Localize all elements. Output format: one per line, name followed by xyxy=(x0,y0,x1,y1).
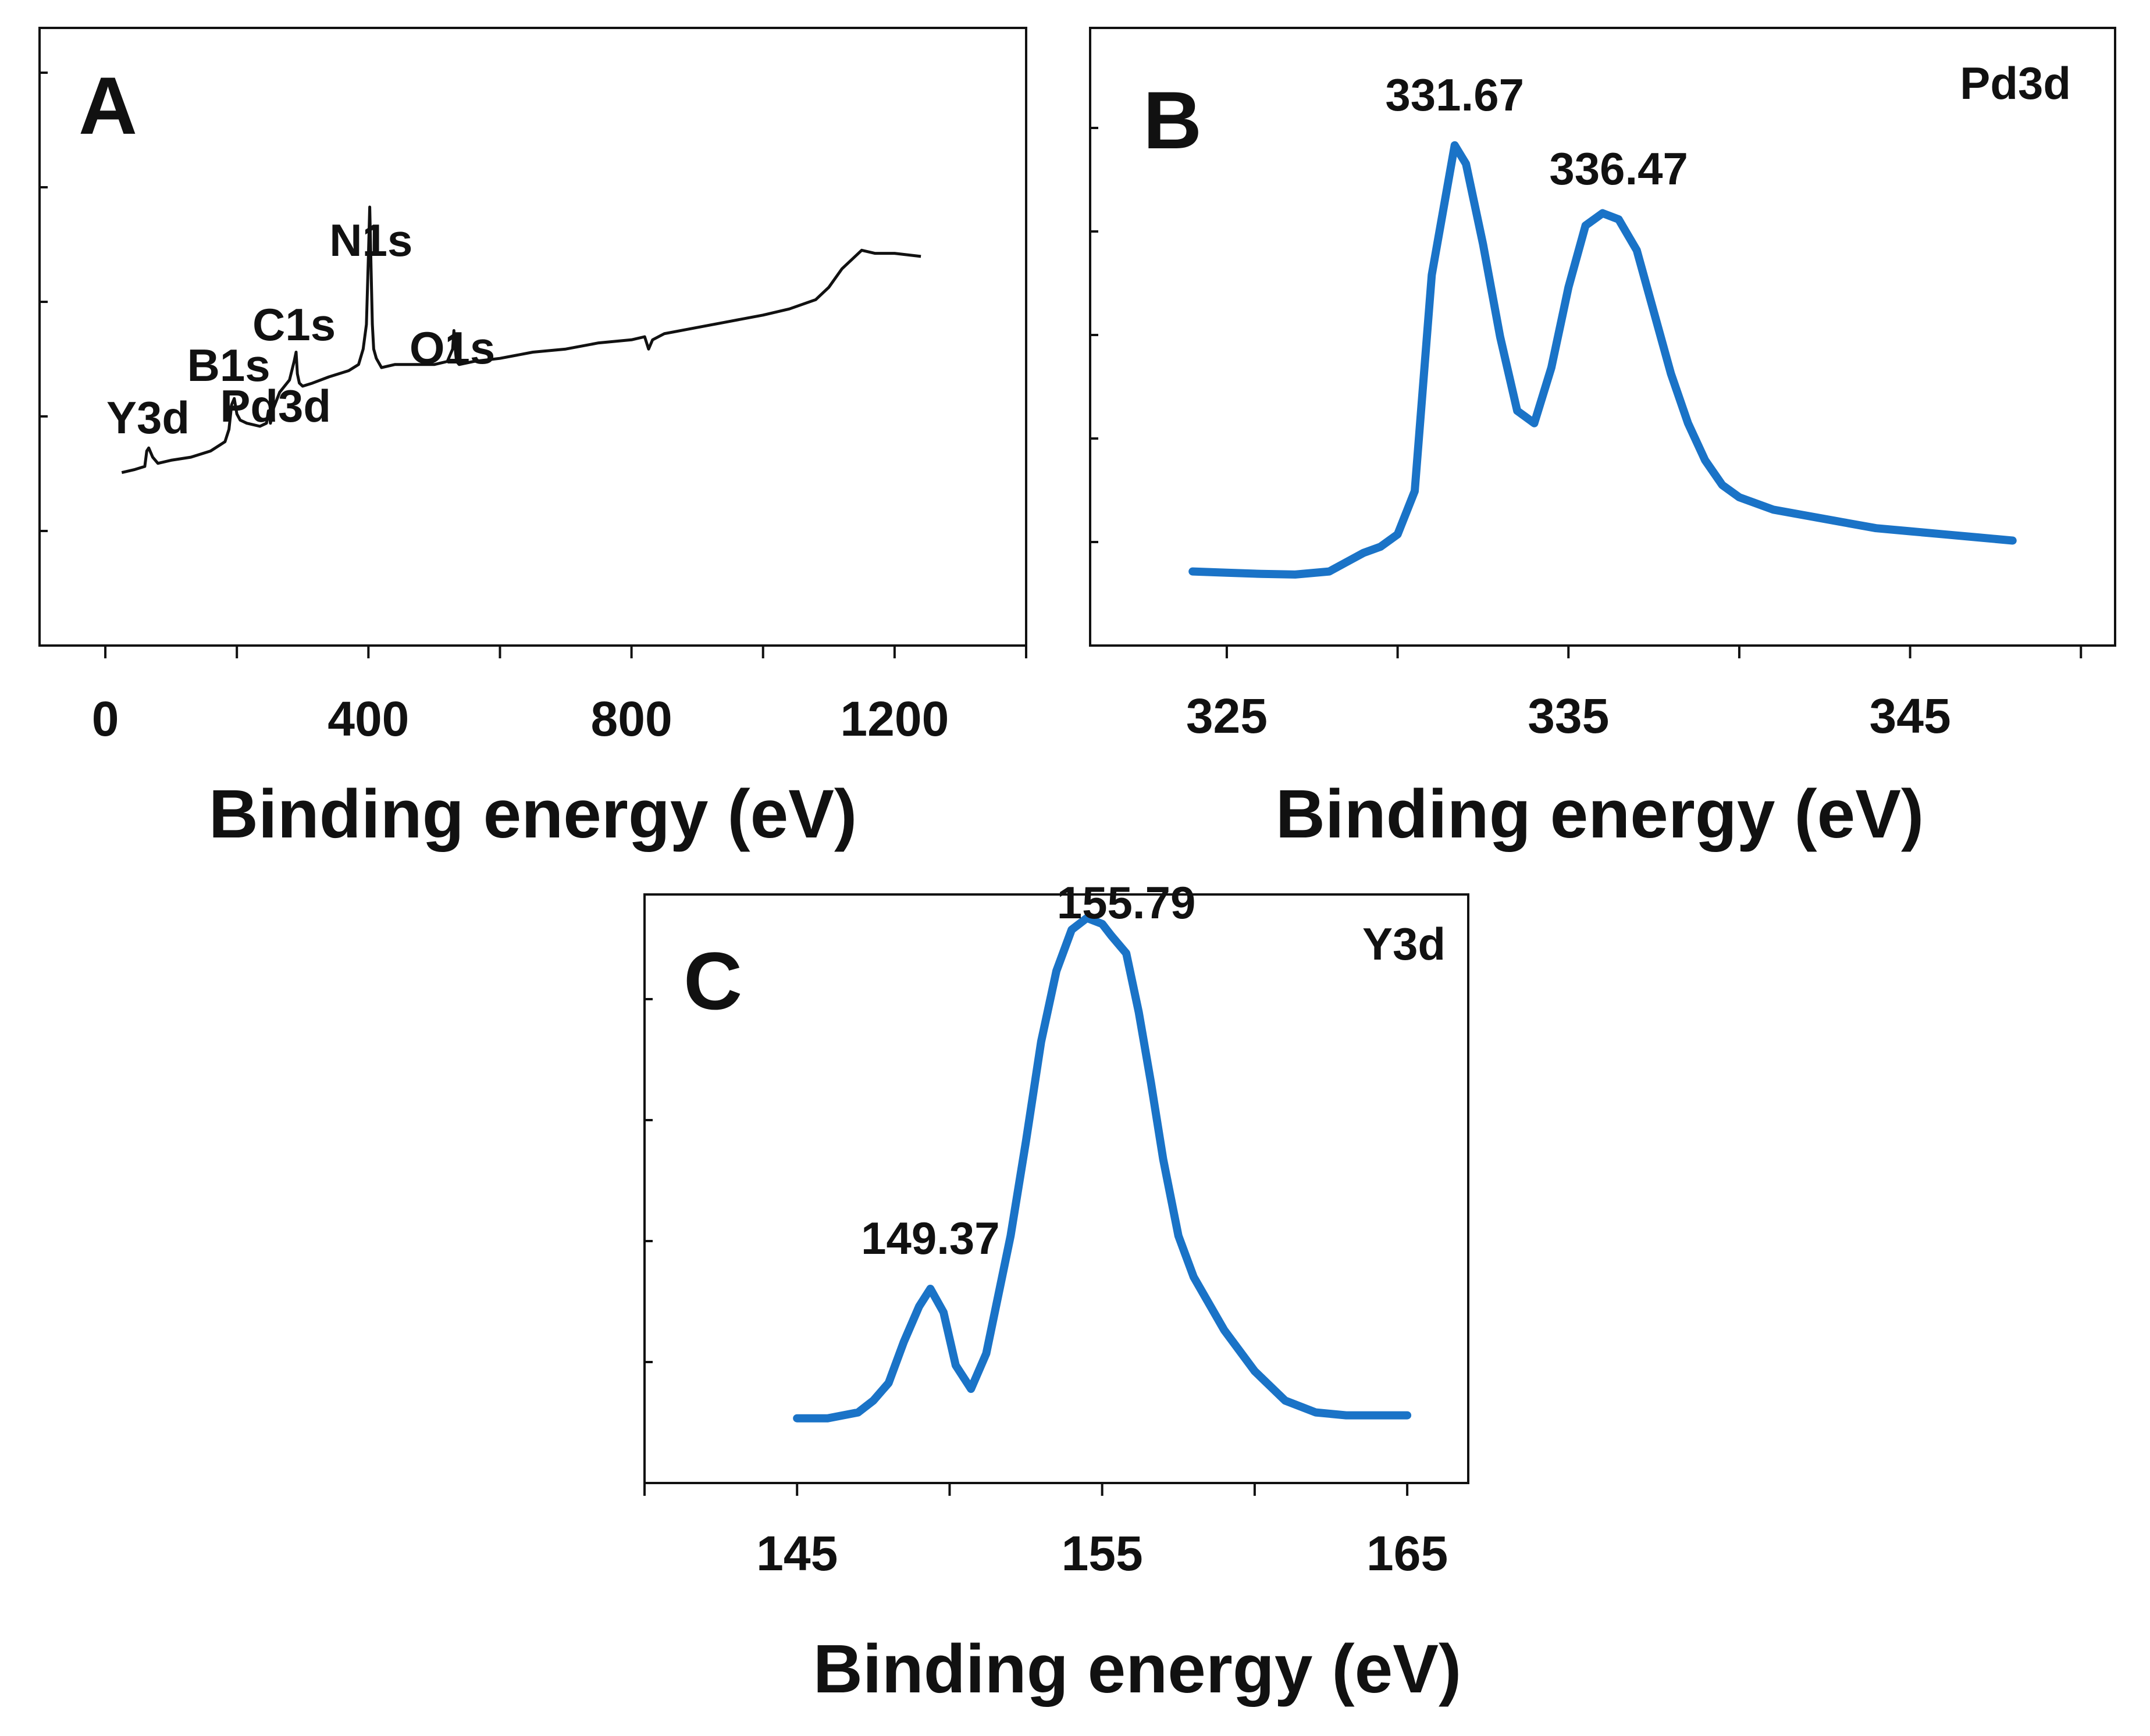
panel-a-x-ticks: 0 400 800 1200 xyxy=(92,646,1027,746)
panel-c: C Y3d 145 155 165 149.37 155.79 Binding ene… xyxy=(643,877,1469,1708)
panel-b-corner-label: Pd3d xyxy=(1960,58,2071,109)
panel-b-letter: B xyxy=(1143,74,1202,166)
panel-a-y-ticks xyxy=(40,72,48,532)
panel-b-pd3d-line xyxy=(1188,141,2017,579)
peak-label: O1s xyxy=(410,322,495,373)
x-tick-label: 155 xyxy=(1062,1526,1143,1581)
panel-c-frame xyxy=(643,893,1469,1484)
panel-c-y3d-line xyxy=(793,914,1412,1423)
panel-b-y-ticks xyxy=(1090,127,1098,543)
panel-c-y-ticks xyxy=(645,998,653,1363)
x-tick-label: 325 xyxy=(1186,689,1268,743)
panel-b-x-ticks: 325 335 345 xyxy=(1186,646,2083,743)
panel-c-peak-labels: 149.37 155.79 xyxy=(861,877,1195,1264)
peak-label: 331.67 xyxy=(1385,69,1524,120)
peak-label: N1s xyxy=(329,215,412,266)
peak-label: Pd3d xyxy=(220,380,331,432)
panel-b-frame xyxy=(1089,27,2116,647)
x-tick-label: 165 xyxy=(1366,1526,1448,1581)
x-tick-label: 1200 xyxy=(840,691,949,746)
x-tick-label: 335 xyxy=(1528,689,1609,743)
x-tick-label: 145 xyxy=(756,1526,838,1581)
panel-b-peak-labels: 331.67 336.47 xyxy=(1385,69,1688,194)
panel-c-corner-label: Y3d xyxy=(1362,918,1446,969)
peak-label: B1s xyxy=(187,340,270,391)
panel-b-x-axis-title: Binding energy (eV) xyxy=(1276,776,1924,853)
x-tick-label: 800 xyxy=(591,691,672,746)
peak-label: C1s xyxy=(252,299,336,350)
x-tick-label: 400 xyxy=(328,691,409,746)
x-tick-label: 345 xyxy=(1870,689,1951,743)
peak-label: 149.37 xyxy=(861,1213,1000,1264)
peak-label: 336.47 xyxy=(1549,143,1688,194)
panel-a-frame xyxy=(38,27,1027,647)
x-tick-label: 0 xyxy=(92,691,119,746)
panel-a-letter: A xyxy=(79,60,137,151)
panel-c-x-ticks: 145 155 165 xyxy=(643,1483,1448,1581)
panel-a-survey-line xyxy=(121,205,921,475)
panel-a-x-axis-title: Binding energy (eV) xyxy=(209,776,857,853)
peak-label: Y3d xyxy=(106,392,190,443)
panel-c-x-axis-title: Binding energy (eV) xyxy=(813,1631,1462,1708)
panel-b: B Pd3d 325 335 345 331.67 336.47 Binding en… xyxy=(1089,27,2116,853)
panel-c-letter: C xyxy=(684,935,742,1026)
peak-label: 155.79 xyxy=(1057,877,1196,928)
